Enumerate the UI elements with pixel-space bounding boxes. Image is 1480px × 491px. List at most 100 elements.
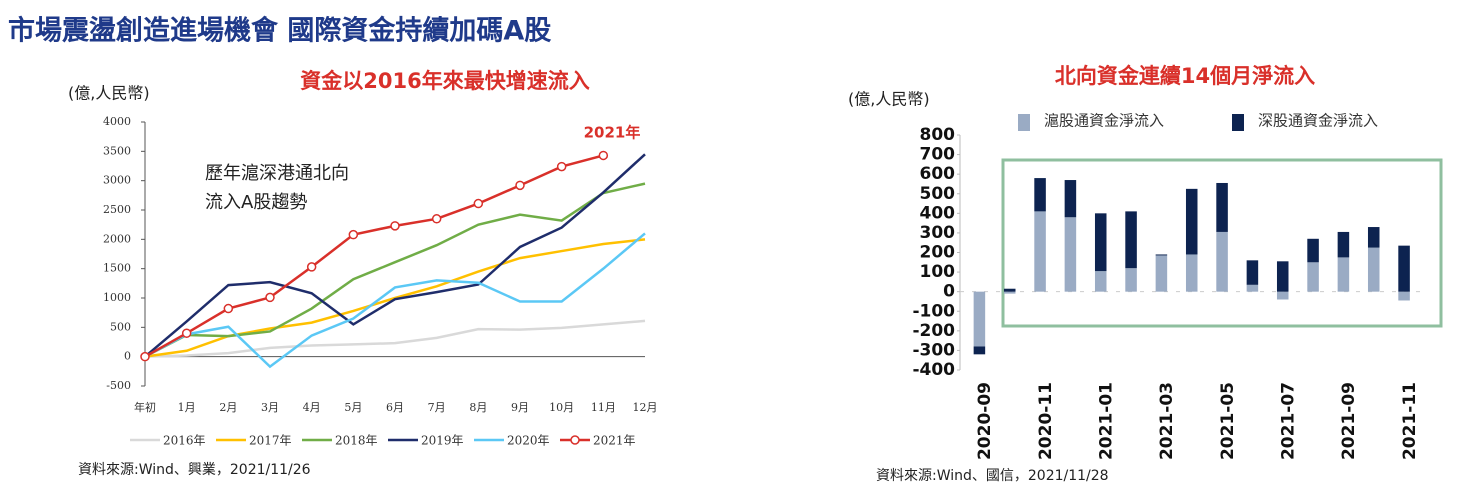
- y-tick-label: 0: [943, 282, 955, 302]
- x-tick-label: 2021-03: [1157, 382, 1177, 460]
- marker: [515, 180, 525, 191]
- chart-title: 資金以2016年來最快增速流入: [300, 69, 589, 93]
- bar-segment: [1276, 261, 1289, 292]
- x-tick-label: 8月: [469, 401, 487, 414]
- y-tick-label: 100: [920, 262, 956, 282]
- marker: [265, 292, 275, 303]
- y-tick-label: 1000: [103, 291, 131, 304]
- bar-segment: [1337, 231, 1350, 258]
- bar-segment: [1125, 268, 1137, 292]
- y-tick-label: 0: [124, 350, 131, 363]
- x-tick-label: 11月: [591, 401, 616, 414]
- y-axis-label: (億,人民幣): [68, 84, 150, 103]
- line: [144, 182, 646, 358]
- y-tick-label: 200: [920, 243, 956, 263]
- marker: [140, 351, 150, 362]
- y-tick-label: 300: [920, 223, 956, 243]
- marker: [348, 229, 359, 240]
- bar-segment: [973, 291, 986, 347]
- bar-segment: [1367, 227, 1380, 248]
- bar-segment: [1398, 245, 1410, 292]
- y-tick-label: 2000: [103, 232, 131, 245]
- bar-segment: [1155, 255, 1168, 292]
- y-tick-label: -100: [912, 301, 955, 321]
- bar-segment: [1276, 291, 1289, 300]
- legend-marker: [570, 435, 580, 445]
- marker: [431, 214, 442, 224]
- y-tick-label: 3000: [103, 174, 131, 187]
- y-tick-label: 1500: [103, 262, 131, 275]
- bar-segment: [1155, 254, 1168, 256]
- bar-segment: [1185, 188, 1198, 255]
- legend-label: 2017年: [249, 434, 292, 448]
- y-tick-label: 600: [920, 164, 956, 184]
- legend-label: 滬股通資金淨流入: [1044, 112, 1164, 130]
- y-tick-label: 500: [920, 184, 956, 204]
- x-tick-label: 2021-09: [1339, 382, 1359, 460]
- line: [144, 319, 646, 358]
- x-tick-label: 2020-09: [975, 382, 995, 460]
- line: [144, 154, 604, 358]
- marker: [390, 221, 400, 231]
- y-tick-label: -500: [106, 379, 131, 392]
- marker: [598, 150, 609, 161]
- bar-segment: [1216, 231, 1228, 292]
- y-tick-label: -400: [912, 360, 955, 380]
- marker: [223, 303, 234, 314]
- bar-segment: [973, 346, 986, 355]
- line: [144, 153, 646, 358]
- x-tick-label: 5月: [344, 401, 362, 414]
- annotation: 歷年滬深港通北向: [205, 163, 349, 184]
- bar-segment: [1216, 182, 1228, 232]
- y-tick-label: 800: [920, 125, 956, 145]
- marker: [306, 262, 317, 272]
- highlight-box: [1001, 158, 1443, 328]
- bar-segment: [1307, 262, 1319, 292]
- bar-segment: [1398, 291, 1410, 301]
- bar-segment: [1185, 254, 1198, 292]
- legend-label: 2018年: [335, 434, 378, 448]
- y-tick-label: -300: [912, 340, 955, 360]
- bar-segment: [1003, 291, 1016, 294]
- bar-segment: [1094, 271, 1107, 292]
- line: [144, 232, 646, 369]
- legend-label: 2020年: [507, 434, 550, 448]
- bar-segment: [1003, 288, 1016, 292]
- bar-segment: [1246, 260, 1259, 285]
- x-tick-label: 7月: [428, 401, 446, 414]
- chart-title: 北向資金連續14個月淨流入: [1055, 64, 1315, 88]
- legend-label: 深股通資金淨流入: [1258, 112, 1378, 130]
- y-tick-label: 700: [920, 145, 956, 165]
- marker: [181, 328, 192, 338]
- bar-segment: [1064, 217, 1077, 292]
- x-tick-label: 12月: [633, 401, 658, 414]
- x-tick-label: 2月: [219, 401, 237, 414]
- bar-segment: [1337, 257, 1350, 292]
- x-tick-label: 2021-11: [1400, 382, 1420, 460]
- bar-segment: [1246, 284, 1259, 292]
- legend-label: 2021年: [593, 434, 636, 448]
- legend-swatch: [1232, 114, 1244, 131]
- x-tick-label: 1月: [178, 401, 196, 414]
- source: 資料來源:Wind、國信，2021/11/28: [876, 468, 1109, 484]
- x-tick-label: 2021-01: [1097, 382, 1117, 460]
- legend-label: 2019年: [421, 434, 464, 448]
- x-tick-label: 2021-07: [1279, 382, 1299, 460]
- annotation: 2021年: [584, 124, 641, 142]
- bar-segment: [1094, 213, 1107, 272]
- bar-segment: [1034, 211, 1046, 292]
- bar-segment: [1125, 211, 1137, 269]
- marker: [473, 198, 484, 209]
- legend-swatch: [1018, 114, 1030, 131]
- bar-segment: [1034, 178, 1046, 212]
- x-tick-label: 10月: [549, 401, 574, 414]
- y-tick-label: 500: [110, 320, 131, 333]
- x-tick-label: 年初: [134, 400, 156, 414]
- bar-segment: [1307, 238, 1319, 263]
- marker: [556, 161, 567, 172]
- y-tick-label: 2500: [103, 203, 131, 216]
- x-tick-label: 9月: [511, 401, 529, 414]
- x-tick-label: 2021-05: [1218, 382, 1238, 460]
- annotation: 流入A股趨勢: [205, 192, 307, 213]
